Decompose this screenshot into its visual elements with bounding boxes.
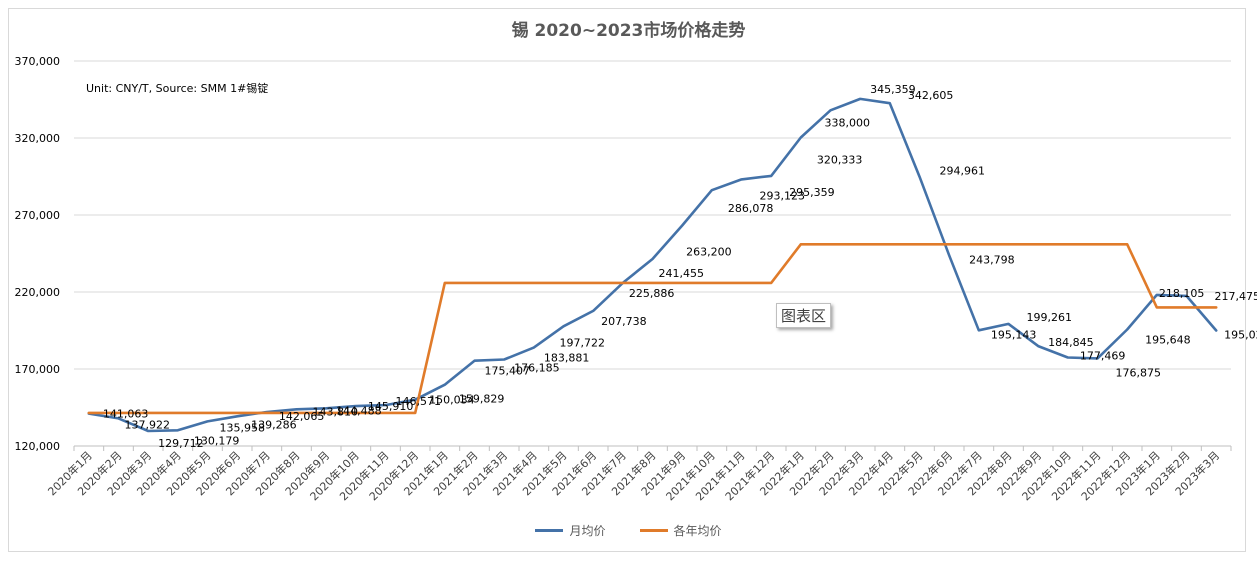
data-label: 342,605 [908, 89, 954, 102]
data-label: 176,875 [1116, 366, 1162, 379]
y-tick-label: 270,000 [15, 209, 61, 222]
legend-item-monthly: 月均价 [535, 522, 606, 539]
data-label: 135,958 [220, 421, 266, 434]
data-label: 142,065 [279, 410, 325, 423]
data-label: 183,881 [544, 352, 590, 365]
data-label: 144,488 [336, 404, 382, 417]
data-label: 295,359 [789, 186, 835, 199]
data-label: 150,034 [429, 394, 475, 407]
data-label: 263,200 [686, 245, 732, 258]
data-label: 199,261 [1027, 311, 1073, 324]
data-label: 195,143 [991, 328, 1036, 341]
data-label: 294,961 [940, 165, 986, 178]
legend-swatch-monthly [535, 529, 564, 532]
data-label: 345,359 [870, 83, 916, 96]
data-label: 241,455 [659, 267, 705, 280]
data-label: 338,000 [825, 116, 871, 129]
data-label: 141,063 [103, 408, 149, 421]
data-label: 177,469 [1080, 349, 1126, 362]
series-line-yearly [87, 243, 1218, 415]
legend-label-yearly: 各年均价 [673, 524, 722, 538]
data-label: 129,712 [158, 437, 204, 450]
y-tick-label: 370,000 [15, 55, 61, 68]
data-label: 139,286 [251, 418, 297, 431]
data-label: 130,179 [194, 434, 240, 447]
data-label: 218,105 [1159, 287, 1205, 300]
data-label: 195,648 [1145, 334, 1191, 347]
legend-item-yearly: 各年均价 [639, 522, 722, 539]
plot-area-tooltip: 图表区 [776, 303, 832, 328]
series-line-monthly [87, 97, 1218, 433]
data-label: 195,022 [1224, 328, 1257, 341]
y-tick-label: 170,000 [15, 363, 61, 376]
data-label: 137,922 [125, 418, 171, 431]
data-label: 184,845 [1048, 336, 1094, 349]
y-tick-label: 120,000 [15, 440, 61, 453]
y-tick-label: 320,000 [15, 132, 61, 145]
data-label: 293,123 [760, 189, 806, 202]
data-label: 286,078 [728, 202, 774, 215]
data-label: 175,407 [485, 365, 531, 378]
data-label: 243,798 [969, 253, 1015, 266]
data-label: 146,571 [396, 395, 442, 408]
data-label: 159,829 [459, 393, 505, 406]
data-label: 207,738 [601, 315, 647, 328]
data-label: 143,810 [313, 405, 359, 418]
data-label: 145,910 [368, 400, 414, 413]
chart-title: 锡 2020~2023市场价格走势 [511, 21, 746, 41]
data-label: 217,475 [1215, 290, 1257, 303]
legend-label-monthly: 月均价 [569, 524, 606, 538]
y-tick-label: 220,000 [15, 286, 61, 299]
legend-swatch-yearly [639, 529, 668, 532]
data-label: 320,333 [817, 153, 863, 166]
legend: 月均价 各年均价 [0, 522, 1257, 539]
chart-unit-note: Unit: CNY/T, Source: SMM 1#锡锭 [86, 82, 269, 95]
data-label: 176,185 [514, 361, 560, 374]
data-label: 225,886 [629, 287, 675, 300]
data-label: 197,722 [560, 336, 606, 349]
